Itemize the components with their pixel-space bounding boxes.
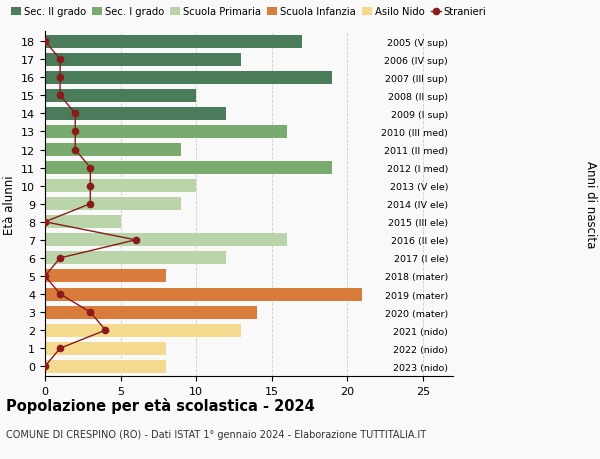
Bar	[45, 360, 166, 373]
Bar	[45, 35, 302, 49]
Bar	[45, 306, 257, 319]
Bar	[45, 90, 196, 103]
Bar	[45, 72, 332, 84]
Bar	[45, 126, 287, 139]
Text: Popolazione per età scolastica - 2024: Popolazione per età scolastica - 2024	[6, 397, 315, 413]
Text: COMUNE DI CRESPINO (RO) - Dati ISTAT 1° gennaio 2024 - Elaborazione TUTTITALIA.I: COMUNE DI CRESPINO (RO) - Dati ISTAT 1° …	[6, 429, 426, 439]
Bar	[45, 216, 121, 229]
Bar	[45, 108, 226, 121]
Bar	[45, 288, 362, 301]
Bar	[45, 54, 241, 67]
Bar	[45, 234, 287, 247]
Bar	[45, 144, 181, 157]
Bar	[45, 198, 181, 211]
Bar	[45, 162, 332, 175]
Bar	[45, 270, 166, 283]
Y-axis label: Età alunni: Età alunni	[2, 174, 16, 234]
Bar	[45, 324, 241, 337]
Text: Anni di nascita: Anni di nascita	[584, 161, 597, 248]
Bar	[45, 180, 196, 193]
Bar	[45, 342, 166, 355]
Bar	[45, 252, 226, 265]
Legend: Sec. II grado, Sec. I grado, Scuola Primaria, Scuola Infanzia, Asilo Nido, Stran: Sec. II grado, Sec. I grado, Scuola Prim…	[11, 7, 487, 17]
